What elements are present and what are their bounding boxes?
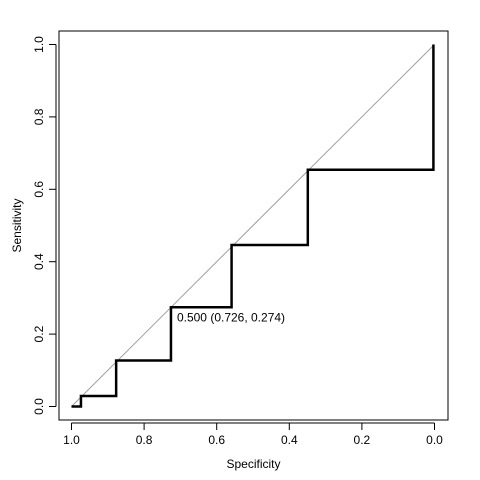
x-tick-label: 0.0 bbox=[426, 433, 443, 447]
y-axis: 0.0 0.2 0.4 0.6 0.8 1.0 bbox=[32, 36, 57, 415]
plot-border bbox=[58, 30, 449, 421]
x-tick-label: 0.8 bbox=[136, 433, 153, 447]
annotation-group: 0.500 (0.726, 0.274) bbox=[169, 306, 285, 324]
x-axis-label: Specificity bbox=[226, 457, 280, 471]
x-tick-label: 0.4 bbox=[281, 433, 298, 447]
y-tick-label: 0.8 bbox=[32, 108, 46, 125]
y-tick-label: 1.0 bbox=[32, 36, 46, 53]
x-tick-label: 1.0 bbox=[63, 433, 80, 447]
annotation-point bbox=[169, 306, 173, 309]
annotation-label: 0.500 (0.726, 0.274) bbox=[177, 310, 285, 324]
y-tick-label: 0.6 bbox=[32, 181, 46, 198]
x-tick-label: 0.6 bbox=[208, 433, 225, 447]
reference-diagonal-group bbox=[71, 44, 435, 407]
y-tick-label: 0.4 bbox=[32, 253, 46, 270]
x-axis: 1.0 0.8 0.6 0.4 0.2 0.0 bbox=[63, 422, 443, 447]
y-tick-label: 0.2 bbox=[32, 325, 46, 342]
reference-diagonal-line bbox=[71, 44, 435, 407]
y-tick-label: 0.0 bbox=[32, 398, 46, 415]
y-axis-label: Sensitivity bbox=[10, 198, 24, 252]
x-tick-label: 0.2 bbox=[354, 433, 371, 447]
